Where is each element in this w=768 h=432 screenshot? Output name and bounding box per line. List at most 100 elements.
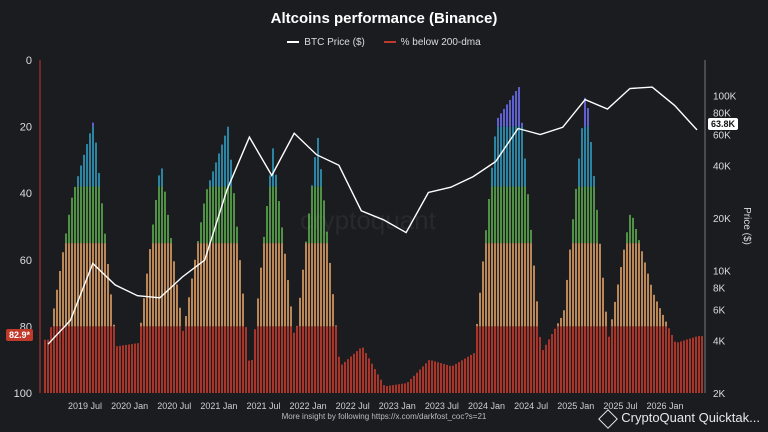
pct-bar-74-3 <box>266 243 268 327</box>
pct-bar-194-2 <box>626 232 628 244</box>
x-tick-2: 2020 Jul <box>157 401 191 411</box>
pct-bar-110-4 <box>374 369 376 393</box>
pct-bar-173-3 <box>563 310 565 327</box>
pct-bar-207-4 <box>665 326 667 393</box>
pct-bar-52-4 <box>200 326 202 393</box>
pct-bar-16-3 <box>92 243 94 327</box>
pct-bar-33-4 <box>143 326 145 393</box>
pct-bar-47-4 <box>185 326 187 393</box>
pct-bar-198-2 <box>638 240 640 244</box>
pct-bar-157-1 <box>515 126 517 187</box>
pct-bar-75-3 <box>269 243 271 327</box>
pct-bar-158-4 <box>518 326 520 393</box>
pct-bar-78-3 <box>278 243 280 327</box>
pct-bar-19-2 <box>101 203 103 244</box>
pct-bar-155-4 <box>509 326 511 393</box>
pct-bar-183-4 <box>593 326 595 393</box>
pct-bar-84-4 <box>296 326 298 393</box>
pct-bar-36-4 <box>152 326 154 393</box>
pct-bar-150-2 <box>494 186 496 244</box>
pct-bar-193-3 <box>623 249 625 327</box>
right-tick-6: 40K <box>713 161 731 172</box>
pct-bar-37-4 <box>155 326 157 393</box>
pct-bar-144-3 <box>476 323 478 327</box>
pct-bar-203-4 <box>653 326 655 393</box>
pct-bar-18-3 <box>98 243 100 327</box>
pct-bar-207-3 <box>665 321 667 327</box>
pct-bar-127-4 <box>425 363 427 393</box>
pct-bar-149-2 <box>491 186 493 244</box>
pct-bar-114-4 <box>386 385 388 393</box>
pct-bar-43-3 <box>173 261 175 327</box>
pct-bar-43-4 <box>173 326 175 393</box>
pct-bar-181-1 <box>587 126 589 187</box>
pct-bar-181-3 <box>587 243 589 327</box>
pct-bar-39-2 <box>161 186 163 244</box>
pct-bar-73-2 <box>263 236 265 244</box>
x-tick-1: 2020 Jan <box>111 401 148 411</box>
pct-bar-165-4 <box>539 337 541 393</box>
pct-bar-18-2 <box>98 186 100 244</box>
pct-bar-157-0 <box>515 91 517 127</box>
pct-bar-215-4 <box>689 338 691 393</box>
pct-bar-42-3 <box>170 243 172 327</box>
pct-bar-142-4 <box>470 354 472 393</box>
pct-bar-179-4 <box>581 326 583 393</box>
pct-bar-66-3 <box>242 293 244 327</box>
pct-bar-61-4 <box>227 326 229 393</box>
pct-bar-90-2 <box>314 186 316 244</box>
pct-bar-189-3 <box>611 319 613 327</box>
pct-bar-42-4 <box>170 326 172 393</box>
pct-bar-180-1 <box>584 126 586 187</box>
pct-bar-51-4 <box>197 326 199 393</box>
pct-bar-76-4 <box>272 326 274 393</box>
pct-bar-183-3 <box>593 243 595 327</box>
legend-btc[interactable]: BTC Price ($) <box>287 37 365 48</box>
pct-bar-158-0 <box>518 87 520 127</box>
pct-bar-156-2 <box>512 186 514 244</box>
pct-bar-33-3 <box>143 298 145 327</box>
pct-bar-19-4 <box>101 326 103 393</box>
pct-bar-90-4 <box>314 326 316 393</box>
pct-bar-42-2 <box>170 238 172 244</box>
right-tick-2: 6K <box>713 306 726 317</box>
pct-bar-11-3 <box>77 243 79 327</box>
pct-bar-145-3 <box>479 292 481 327</box>
pct-bar-34-3 <box>146 273 148 327</box>
pct-bar-117-4 <box>395 384 397 393</box>
pct-bar-91-1 <box>317 137 319 187</box>
pct-bar-46-4 <box>182 330 184 393</box>
pct-bar-89-1 <box>311 185 313 187</box>
pct-bar-80-4 <box>284 326 286 393</box>
pct-bar-161-3 <box>527 243 529 327</box>
pct-bar-72-4 <box>260 326 262 393</box>
pct-bar-150-3 <box>494 243 496 327</box>
pct-bar-25-4 <box>119 345 121 393</box>
pct-bar-115-4 <box>389 385 391 393</box>
pct-bar-107-4 <box>365 352 367 393</box>
pct-bar-94-3 <box>326 243 328 327</box>
pct-bar-200-4 <box>644 326 646 393</box>
brand[interactable]: CryptoQuant Quicktak... <box>598 409 760 429</box>
pct-bar-181-4 <box>587 326 589 393</box>
pct-bar-151-2 <box>497 186 499 244</box>
pct-bar-153-4 <box>503 326 505 393</box>
pct-bar-86-3 <box>302 269 304 327</box>
pct-bar-187-3 <box>605 311 607 327</box>
pct-bar-93-3 <box>323 243 325 327</box>
pct-bar-178-2 <box>578 186 580 244</box>
pct-bar-3-3 <box>53 308 55 327</box>
pct-bar-77-3 <box>275 243 277 327</box>
pct-bar-172-3 <box>560 317 562 327</box>
pct-bar-23-4 <box>113 326 115 393</box>
pct-bar-62-2 <box>230 186 232 244</box>
pct-bar-155-0 <box>509 99 511 127</box>
pct-bar-177-4 <box>575 326 577 393</box>
pct-bar-182-3 <box>590 243 592 327</box>
pct-bar-152-2 <box>500 186 502 244</box>
legend-pct[interactable]: % below 200-dma <box>383 37 481 48</box>
x-tick-4: 2021 Jul <box>246 401 280 411</box>
pct-bar-35-4 <box>149 326 151 393</box>
pct-bar-64-4 <box>236 326 238 393</box>
legend-btc-label: BTC Price ($) <box>304 37 365 48</box>
